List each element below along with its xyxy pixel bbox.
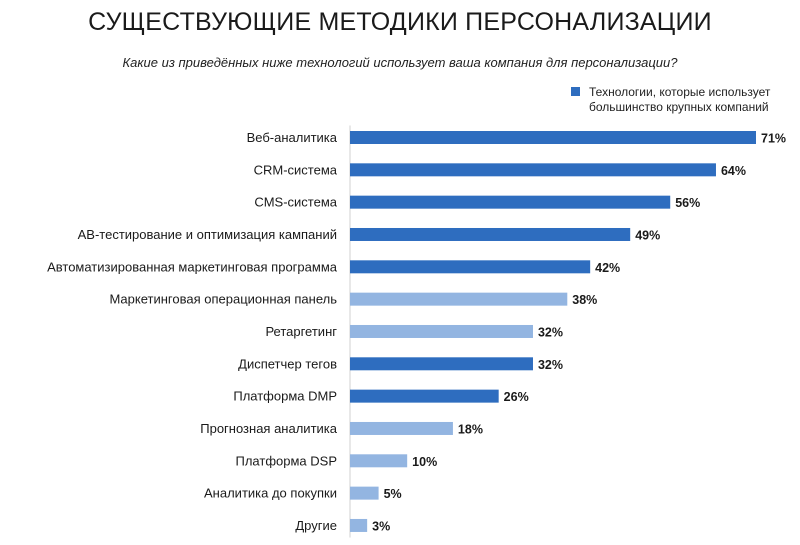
value-label: 42% <box>595 261 620 275</box>
value-label: 56% <box>675 196 700 210</box>
category-label: CMS-система <box>254 195 337 210</box>
category-label: CRM-система <box>254 162 338 177</box>
value-label: 64% <box>721 164 746 178</box>
value-label: 38% <box>572 293 597 307</box>
legend-label: Технологии, которые использует большинст… <box>589 85 771 114</box>
chart-title: СУЩЕСТВУЮЩИЕ МЕТОДИКИ ПЕРСОНАЛИЗАЦИИ <box>88 8 712 36</box>
legend-swatch <box>571 87 580 96</box>
value-label: 3% <box>372 519 390 533</box>
value-label: 32% <box>538 358 563 372</box>
category-label: Прогнозная аналитика <box>200 421 338 436</box>
value-label: 71% <box>761 132 786 146</box>
category-label: Ретаргетинг <box>265 324 337 339</box>
bar <box>350 292 568 306</box>
category-label: Платформа DSP <box>236 453 338 468</box>
bar <box>350 357 533 371</box>
bar <box>350 421 453 435</box>
bar <box>350 260 591 274</box>
category-label: Диспетчер тегов <box>238 356 337 371</box>
value-label: 32% <box>538 325 563 339</box>
value-label: 5% <box>384 487 402 501</box>
category-label: Платформа DMP <box>233 389 337 404</box>
category-label: Маркетинговая операционная панель <box>109 292 337 307</box>
category-label: Автоматизированная маркетинговая програм… <box>47 259 338 274</box>
value-label: 18% <box>458 422 483 436</box>
category-label: АВ-тестирование и оптимизация кампаний <box>78 227 337 242</box>
value-label: 10% <box>412 455 437 469</box>
bar <box>350 131 756 144</box>
bar <box>350 518 368 532</box>
chart-subtitle: Какие из приведённых ниже технологий исп… <box>122 55 678 70</box>
value-label: 26% <box>504 390 529 404</box>
category-label: Веб-аналитика <box>247 130 338 145</box>
category-label: Другие <box>295 518 337 533</box>
bar <box>350 389 499 403</box>
bar <box>350 454 408 468</box>
bar <box>350 195 671 209</box>
bar <box>350 163 716 177</box>
category-label: Аналитика до покупки <box>204 486 337 501</box>
bar <box>350 227 631 241</box>
value-label: 49% <box>635 228 660 242</box>
bar <box>350 324 533 338</box>
bar <box>350 486 379 500</box>
